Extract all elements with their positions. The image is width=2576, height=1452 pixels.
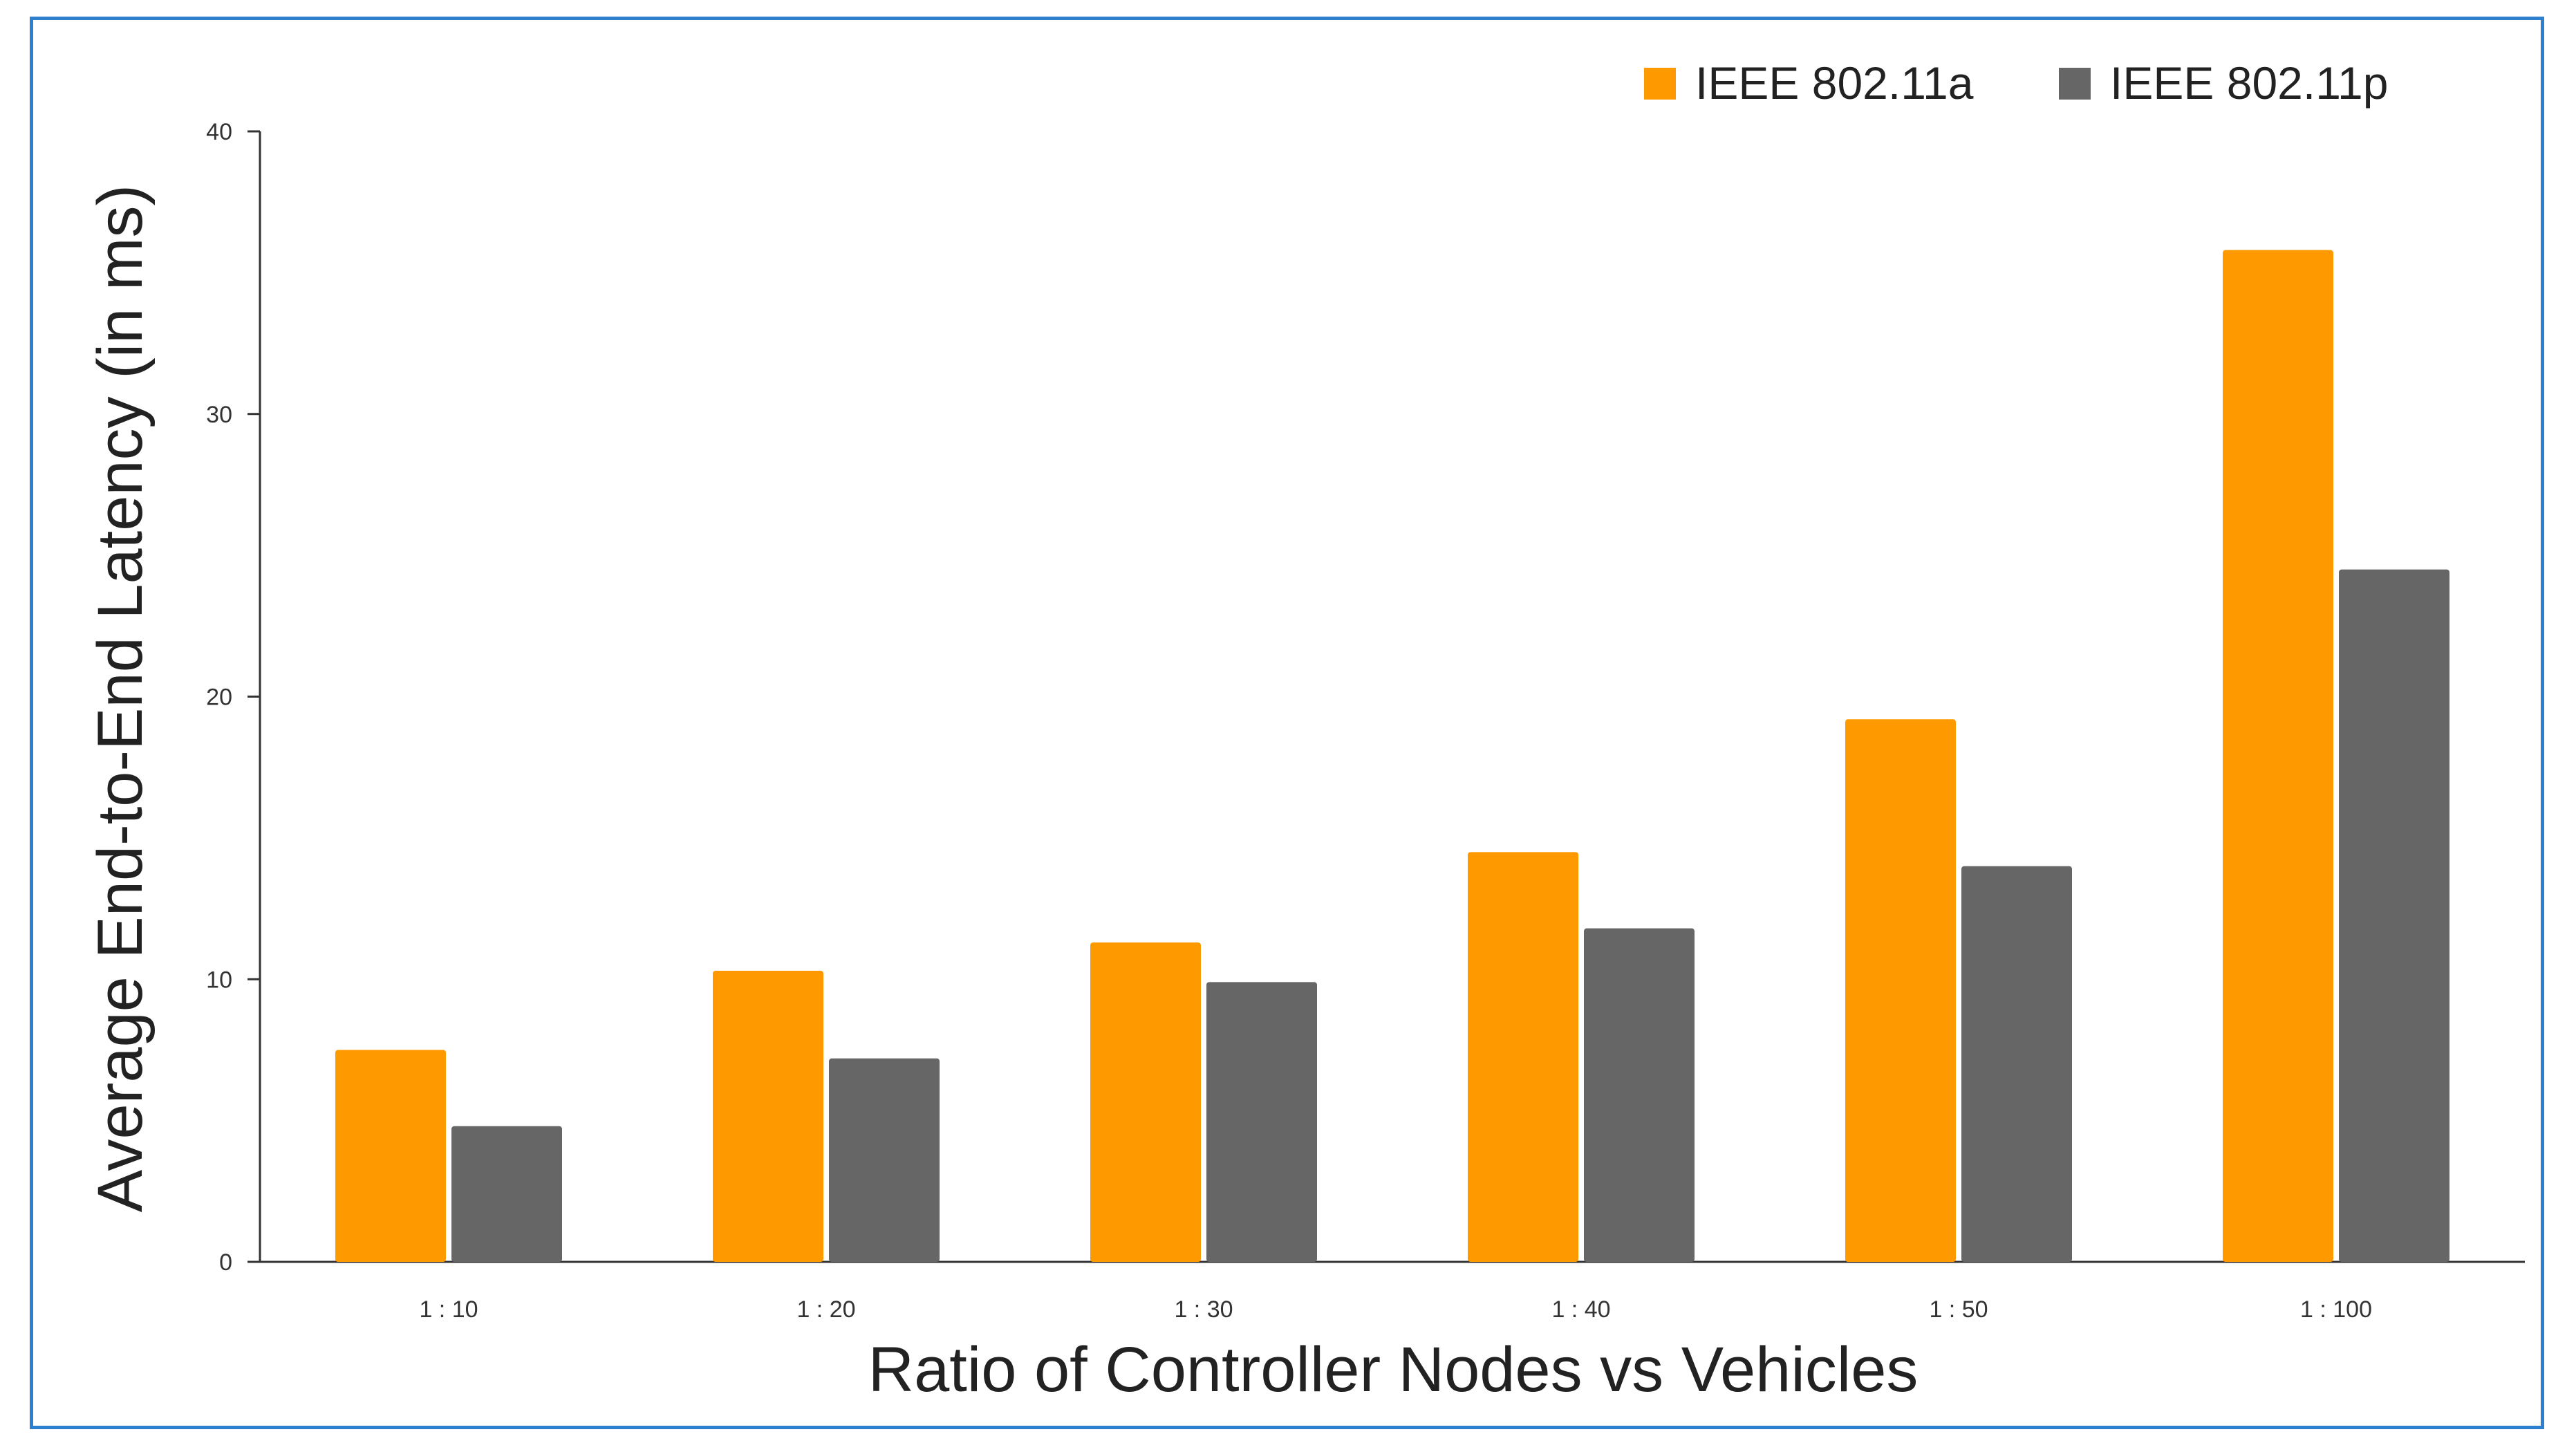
- bar-series-1-category-4: [1961, 866, 2072, 1262]
- x-tick-label: 1 : 40: [1551, 1296, 1610, 1323]
- bar-series-0-category-5: [2223, 250, 2333, 1262]
- bar-series-0-category-2: [1090, 942, 1201, 1262]
- y-tick-label: 30: [206, 402, 232, 428]
- x-tick-label: 1 : 50: [1929, 1296, 1988, 1323]
- legend-swatch-series-1: [2059, 68, 2091, 100]
- bar-series-1-category-1: [829, 1058, 940, 1262]
- bar-series-0-category-3: [1468, 852, 1578, 1262]
- x-axis-title: Ratio of Controller Nodes vs Vehicles: [868, 1334, 1919, 1405]
- legend-swatch-series-0: [1644, 68, 1676, 100]
- y-tick-label: 20: [206, 685, 232, 711]
- y-tick-label: 40: [206, 119, 232, 145]
- bar-series-0-category-0: [335, 1050, 446, 1262]
- y-tick-label: 10: [206, 967, 232, 993]
- bar-series-0-category-4: [1845, 719, 1956, 1262]
- bars: [335, 250, 2449, 1262]
- bar-series-0-category-1: [713, 970, 823, 1262]
- legend: IEEE 802.11a IEEE 802.11p: [1644, 57, 2388, 109]
- legend-label-series-1: IEEE 802.11p: [2110, 57, 2388, 109]
- bar-series-1-category-3: [1584, 928, 1695, 1262]
- x-tick-label: 1 : 30: [1174, 1296, 1233, 1323]
- x-axis-ticks: 1 : 10 1 : 20 1 : 30 1 : 40 1 : 50 1 : 100: [419, 1296, 2372, 1323]
- x-tick-label: 1 : 20: [796, 1296, 855, 1323]
- y-axis-ticks: 0 10 20 30 40: [206, 119, 260, 1276]
- bar-series-1-category-0: [451, 1126, 562, 1262]
- bar-series-1-category-5: [2339, 569, 2449, 1262]
- x-tick-label: 1 : 100: [2300, 1296, 2372, 1323]
- y-axis-title: Average End-to-End Latency (in ms): [85, 185, 156, 1212]
- legend-label-series-0: IEEE 802.11a: [1695, 57, 1974, 109]
- x-tick-label: 1 : 10: [419, 1296, 478, 1323]
- y-tick-label: 0: [219, 1249, 232, 1276]
- bar-series-1-category-2: [1206, 982, 1317, 1262]
